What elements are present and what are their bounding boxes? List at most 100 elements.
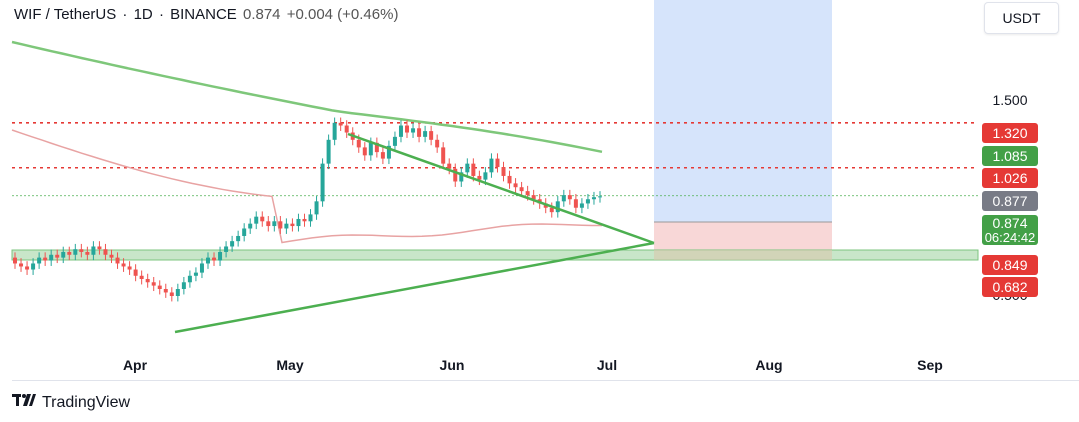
countdown-timer: 06:24:42 [985,230,1036,245]
candle-body [199,263,204,273]
candle-body [519,187,524,192]
candle-body [278,221,283,229]
price-label-value: 1.320 [992,125,1027,141]
candle-body [398,125,403,137]
candle-body [591,197,596,200]
price-label-box [982,168,1038,188]
header-separator: · [122,6,128,23]
candle-body [25,266,30,270]
candle-body [19,263,24,267]
candle-body [248,223,253,229]
zone-overlap [654,250,832,260]
price-label-value: 1.026 [992,170,1027,186]
exchange-label: BINANCE [170,6,237,23]
candle-body [314,201,319,215]
candle-body [133,269,138,276]
candle-body [356,139,361,148]
support-zone [11,249,979,261]
candle-body [489,158,494,173]
brand-label: TradingView [42,393,131,411]
interval-label[interactable]: 1D [133,6,153,23]
candle-body [573,199,578,208]
candle-body [447,163,452,169]
target-zone [654,0,832,222]
price-chart[interactable]: 1.5000.5001.3201.0851.0260.8770.87406:24… [0,0,1079,380]
stop-zone [654,222,832,250]
x-tick-label: Jun [440,357,465,373]
candle-body [31,263,36,270]
candle-body [368,142,373,156]
price-label-value: 0.877 [992,193,1027,209]
candle-body [380,152,385,159]
candle-body [37,257,42,264]
candle-body [435,139,440,148]
candle-body [555,201,560,213]
price-label-value: 0.682 [992,279,1027,295]
candle-body [495,158,500,168]
candle-body [567,195,572,200]
candle-body [91,246,96,255]
x-tick-label: Apr [123,357,148,373]
candle-body [218,251,223,261]
candle-body [103,249,108,255]
candle-body [459,172,464,182]
price-label-box [982,255,1038,275]
candle-body [477,175,482,180]
last-price: 0.874 [242,6,281,23]
candle-body [308,214,313,222]
footer: TradingView [12,393,130,412]
candle-body [109,254,114,258]
candle-body [127,266,132,270]
candle-body [561,195,566,202]
tradingview-logo-icon [12,393,36,412]
candle-body [242,228,247,236]
candle-body [386,145,391,159]
candle-body [175,289,180,296]
candle-body [284,223,289,229]
x-tick-label: May [276,357,303,373]
candle-body [13,257,17,264]
currency-button[interactable]: USDT [984,2,1059,34]
price-label-value: 0.874 [992,215,1027,231]
candle-body [332,122,337,140]
candle-body [163,289,168,293]
x-tick-label: Aug [755,357,782,373]
candle-body [429,131,434,140]
price-label-box [982,215,1038,245]
chart-bottom-border [12,380,1079,381]
candle-body [441,147,446,164]
candle-body [374,142,379,153]
candle-body [531,195,536,200]
candle-body [302,218,307,222]
candle-body [266,221,271,227]
y-tick-label: 1.500 [992,92,1027,108]
candle-body [417,128,422,137]
descending-trendline [347,132,655,245]
candle-body [549,207,554,213]
price-label-value: 1.085 [992,148,1027,164]
symbol-label[interactable]: WIF / TetherUS [14,6,117,23]
candle-body [513,183,518,188]
candle-body [326,139,331,164]
candle-body [55,254,60,258]
price-label-box [982,123,1038,143]
candle-body [157,285,162,290]
candle-body [465,163,470,173]
candle-body [67,251,72,255]
candle-body [296,218,301,227]
candle-body [205,257,210,264]
candle-body [139,275,144,279]
candle-body [193,272,198,276]
candle-body [73,249,78,255]
candle-body [471,163,476,176]
candle-body [49,254,54,261]
short-moving-average [11,129,602,244]
candle-body [85,251,90,255]
candle-body [405,125,410,133]
candle-body [43,257,48,261]
x-tick-label: Sep [917,357,943,373]
candle-body [230,241,235,247]
candle-body [290,223,295,227]
candle-body [151,282,156,286]
candle-body [598,196,602,198]
